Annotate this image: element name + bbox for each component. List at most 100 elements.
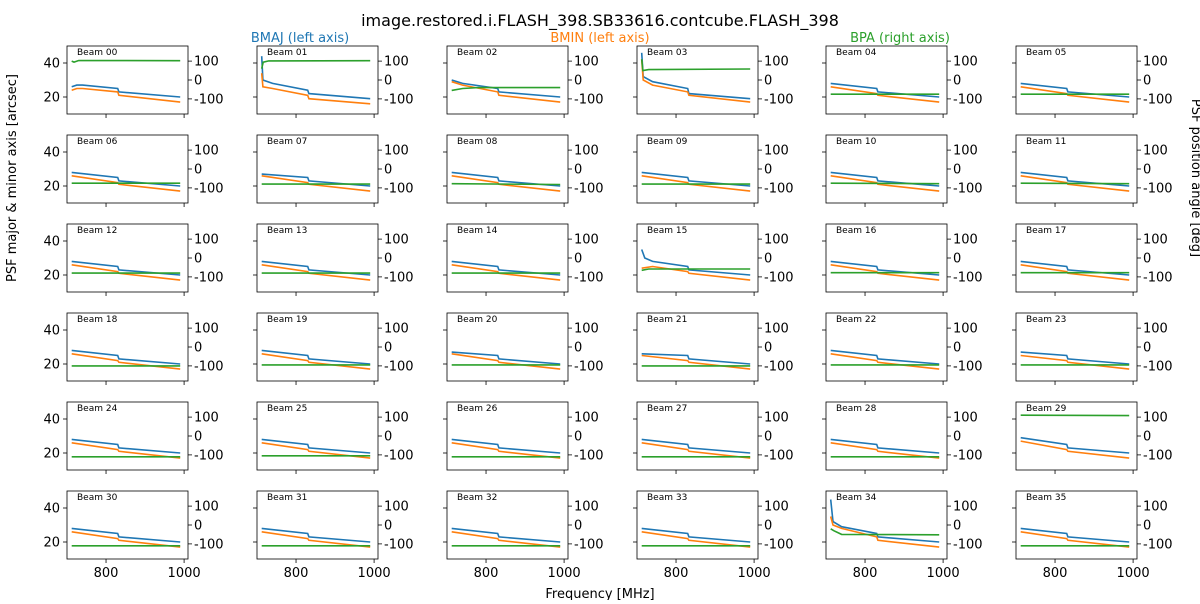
panel-label: Beam 32	[457, 493, 497, 503]
y-tick-label-right: 100	[574, 233, 599, 248]
y-tick-label-right: 100	[1143, 55, 1168, 70]
y-tick-label-right: -100	[194, 181, 224, 196]
panel: Beam 11 -100 0 100	[1012, 135, 1173, 207]
y-tick-label-right: -100	[1143, 359, 1173, 374]
panel-label: Beam 34	[836, 493, 877, 503]
y-tick-label-right: 0	[384, 430, 392, 445]
bmaj-line	[1021, 528, 1129, 542]
y-tick-label-right: 0	[1143, 163, 1151, 178]
y-tick-label-right: 0	[764, 341, 772, 356]
panel-label: Beam 08	[457, 137, 498, 147]
y-tick-label-right: 100	[384, 411, 409, 426]
bpa-line	[262, 61, 371, 69]
y-tick-label-right: 100	[384, 322, 409, 337]
bmin-line	[642, 60, 751, 103]
legend-entry-bpa: BPA (right axis)	[850, 31, 950, 46]
y-tick-label-right: 100	[574, 144, 599, 159]
y-tick-label-right: -100	[764, 270, 794, 285]
y-tick-label-left: 20	[43, 269, 60, 284]
panel-label: Beam 14	[457, 226, 498, 236]
bmin-line	[831, 354, 940, 369]
y-tick-label-right: -100	[384, 92, 414, 107]
y-tick-label-right: 100	[764, 233, 789, 248]
bmaj-line	[1021, 438, 1129, 453]
legend-entry-bmaj: BMAJ (left axis)	[251, 31, 349, 46]
x-tick-label: 1000	[358, 566, 391, 581]
bmaj-line	[642, 250, 751, 276]
panel-label: Beam 24	[77, 404, 118, 414]
y-tick-label-right: -100	[574, 181, 604, 196]
y-tick-label-right: 0	[1143, 341, 1151, 356]
panel-label: Beam 20	[457, 315, 498, 325]
panel-label: Beam 17	[1026, 226, 1066, 236]
y-tick-label-right: -100	[953, 270, 983, 285]
panel-label: Beam 29	[1026, 404, 1067, 414]
y-tick-label-right: 0	[574, 74, 582, 89]
y-tick-label-right: 0	[384, 341, 392, 356]
bmin-line	[452, 532, 561, 547]
panel-label: Beam 03	[647, 48, 687, 58]
y-tick-label-right: 0	[574, 430, 582, 445]
bmin-line	[1021, 532, 1129, 547]
bpa-line	[452, 184, 561, 185]
panel-label: Beam 11	[1026, 137, 1066, 147]
panel-label: Beam 31	[267, 493, 307, 503]
panel-label: Beam 10	[836, 137, 877, 147]
y-tick-label-right: -100	[574, 448, 604, 463]
panel: Beam 15 -100 0 100	[633, 224, 794, 296]
panel-label: Beam 04	[836, 48, 877, 58]
y-tick-label-right: 0	[1143, 252, 1151, 267]
panel-label: Beam 15	[647, 226, 687, 236]
y-tick-label-right: 100	[194, 233, 219, 248]
x-tick-label: 800	[474, 566, 499, 581]
x-tick-label: 800	[853, 566, 878, 581]
y-tick-label-right: -100	[384, 270, 414, 285]
y-tick-label-right: 100	[1143, 144, 1168, 159]
y-tick-label-right: 100	[384, 233, 409, 248]
bmaj-line	[642, 53, 751, 99]
y-tick-label-left: 40	[43, 502, 60, 517]
y-tick-label-left: 20	[43, 180, 60, 195]
bmaj-line	[262, 350, 371, 364]
x-tick-label: 800	[284, 566, 309, 581]
bmaj-line	[72, 528, 181, 542]
bmaj-line	[262, 528, 371, 542]
y-tick-label-left: 20	[43, 358, 60, 373]
bmaj-line	[72, 350, 181, 364]
y-tick-label-right: -100	[384, 448, 414, 463]
y-tick-label-right: -100	[1143, 181, 1173, 196]
x-tick-label: 1000	[1117, 566, 1150, 581]
y-tick-label-right: 0	[764, 74, 772, 89]
y-tick-label-right: 100	[574, 411, 599, 426]
y-tick-label-right: 100	[384, 500, 409, 515]
panel-label: Beam 05	[1026, 48, 1066, 58]
panel-label: Beam 30	[77, 493, 118, 503]
y-tick-label-right: 0	[194, 341, 202, 356]
y-tick-label-right: 0	[194, 430, 202, 445]
bmaj-line	[642, 439, 751, 453]
y-tick-label-right: 0	[574, 252, 582, 267]
y-tick-label-right: 100	[1143, 411, 1168, 426]
bmin-line	[831, 443, 940, 458]
y-tick-label-left: 40	[43, 413, 60, 428]
y-tick-label-right: -100	[764, 359, 794, 374]
panel-label: Beam 33	[647, 493, 687, 503]
y-tick-label-right: 0	[764, 252, 772, 267]
